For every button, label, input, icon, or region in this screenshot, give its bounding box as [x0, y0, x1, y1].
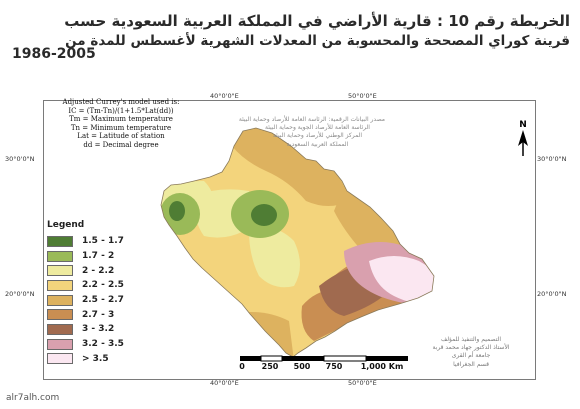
legend-item: 2.2 - 2.5 — [47, 278, 124, 293]
model-line: Tn = Minimum temperature — [70, 123, 172, 132]
scale-segment — [282, 356, 324, 361]
model-line: IC = (Tm-Tn)/(1+1.5*Lat(dd)) — [68, 106, 174, 115]
legend-swatch — [47, 309, 73, 321]
zone-2-2.2-south — [249, 227, 300, 288]
scale-label: 250 — [261, 362, 279, 371]
saudi-arabia-map — [160, 127, 435, 358]
left-tick-30n: 30°0'0"N — [5, 155, 35, 163]
map-legend: Legend 1.5 - 1.7 1.7 - 2 2 - 2.2 2.2 - 2.5 2… — [47, 220, 124, 366]
top-tick-50e: 50°0'0"E — [348, 92, 377, 100]
scale-bar — [240, 350, 410, 369]
bottom-tick-50e: 50°0'0"E — [348, 379, 377, 387]
scale-segment — [366, 356, 408, 361]
north-arrow-graphic: N — [518, 120, 528, 156]
zone-1.5-1.7-central — [251, 204, 277, 226]
credit-line: قسم الجغرافيا — [453, 360, 489, 368]
credit-line: التصميم والتنفيذ للمؤلف — [440, 336, 502, 343]
legend-item: 1.7 - 2 — [47, 249, 124, 264]
bottom-tick-40e: 40°0'0"E — [210, 379, 239, 387]
zone-2.5-2.7-north — [224, 128, 349, 206]
zone-2.5-2.7-east — [334, 186, 414, 256]
right-tick-20n: 20°0'0"N — [537, 290, 567, 298]
watermark: alr7alh.com — [6, 393, 60, 403]
scale-segment — [323, 355, 367, 362]
legend-swatch — [47, 279, 73, 291]
zone-1.5-1.7-west — [169, 201, 185, 221]
scale-bar-labels: 0 250 500 750 1,000 Km — [239, 362, 410, 374]
scale-segment — [260, 355, 283, 362]
agency-line: الرئاسة العامة للأرصاد الجوية وحماية الب… — [265, 124, 370, 132]
legend-label: 1.7 - 2 — [82, 251, 115, 262]
north-arrow-head — [518, 130, 528, 146]
legend-item: 1.5 - 1.7 — [47, 234, 124, 249]
legend-item: 2.5 - 2.7 — [47, 293, 124, 308]
legend-swatch — [47, 323, 73, 335]
legend-label: 2.2 - 2.5 — [82, 280, 124, 291]
scale-label: 750 — [325, 362, 343, 371]
agency-line: المملكة العربية السعودية — [286, 140, 349, 148]
credits-block: التصميم والتنفيذ للمؤلف الأستاذ الدكتور … — [408, 336, 534, 369]
left-tick-20n: 20°0'0"N — [5, 290, 35, 298]
credit-line: جامعة أم القرى — [451, 352, 491, 360]
legend-swatch — [47, 353, 73, 365]
legend-label: 3.2 - 3.5 — [82, 339, 124, 350]
right-tick-30n: 30°0'0"N — [537, 155, 567, 163]
legend-swatch — [47, 294, 73, 306]
country-outline — [160, 127, 435, 358]
legend-label: 2 - 2.2 — [82, 265, 115, 276]
legend-item: 3.2 - 3.5 — [47, 337, 124, 352]
model-line: Lat = Latitude of station — [77, 132, 165, 141]
model-line: Tm = Maximum temperature — [69, 115, 173, 124]
scale-bar-graphic — [240, 355, 408, 362]
legend-label: 3 - 3.2 — [82, 324, 115, 335]
model-line: Adjusted Currey's model used is: — [62, 98, 180, 106]
map-frame — [43, 100, 536, 380]
legend-label: > 3.5 — [82, 353, 109, 364]
legend-swatch — [47, 235, 73, 247]
scale-label: 500 — [293, 362, 311, 371]
legend-item: 2.7 - 3 — [47, 307, 124, 322]
legend-label: 2.5 - 2.7 — [82, 295, 124, 306]
scale-segment — [240, 356, 261, 361]
north-label: N — [519, 120, 527, 130]
legend-item: 3 - 3.2 — [47, 322, 124, 337]
suitability-zones — [161, 128, 434, 357]
legend-swatch — [47, 338, 73, 350]
legend-label: 2.7 - 3 — [82, 309, 115, 320]
legend-item: > 3.5 — [47, 352, 124, 367]
zone-over-3.5 — [369, 256, 434, 306]
map-title-line-2: قرينة كوراي المصححة والمحسوبة من المعدلا… — [65, 33, 570, 49]
agency-line: المركز الوطني للأرصاد وحماية البيئة — [272, 132, 363, 140]
model-description-box: Adjusted Currey's model used is: IC = (T… — [46, 98, 196, 150]
legend-item: 2 - 2.2 — [47, 263, 124, 278]
legend-label: 1.5 - 1.7 — [82, 236, 124, 247]
scale-label: 1,000 Km — [360, 362, 404, 371]
scale-label: 0 — [239, 362, 245, 371]
legend-title: Legend — [47, 220, 85, 230]
legend-swatch — [47, 265, 73, 277]
top-tick-40e: 40°0'0"E — [210, 92, 239, 100]
legend-swatch — [47, 250, 73, 262]
map-title-period: 1986-2005 — [12, 46, 96, 62]
credit-line: الأستاذ الدكتور جهاد محمد قربة — [432, 344, 510, 352]
model-line: dd = Decimal degree — [83, 140, 159, 149]
north-arrow-icon: N — [516, 118, 530, 162]
map-title-line-1: الخريطة رقم 10 : قارية الأراضي في المملك… — [64, 12, 570, 30]
agency-line: مصدر البيانات الرقمية: الرئاسة العامة لل… — [238, 116, 385, 123]
source-agencies: مصدر البيانات الرقمية: الرئاسة العامة لل… — [238, 116, 385, 149]
